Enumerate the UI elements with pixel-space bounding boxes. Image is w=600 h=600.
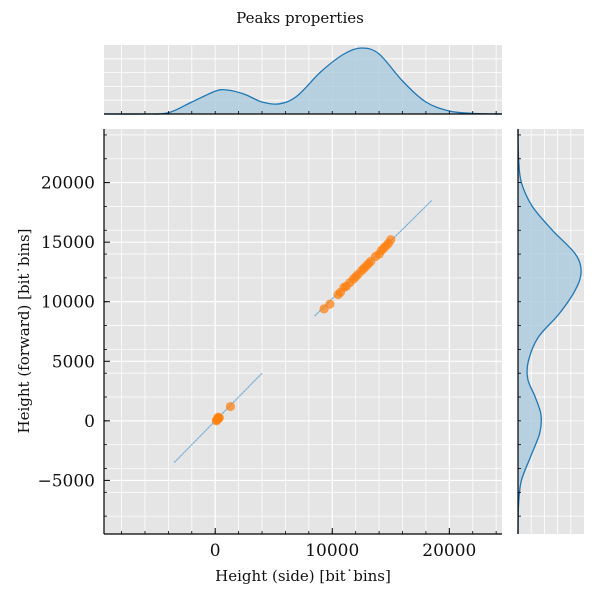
joint-ticks: 0 10000 20000 −5000 0 5000 10000 15000 20000 <box>37 134 497 561</box>
joint-spines <box>103 129 502 535</box>
y-tick-label: 10000 <box>41 293 95 313</box>
figure-title: Peaks properties <box>236 9 364 27</box>
y-tick-label: 20000 <box>41 174 95 194</box>
x-axis-label: Height (side) [bit˙bins] <box>215 567 391 585</box>
y-tick-label: −5000 <box>37 471 95 491</box>
top-marginal-kde-line <box>103 47 503 115</box>
right-marginal-kde-fill <box>518 129 582 534</box>
y-tick-label: 15000 <box>41 233 95 253</box>
x-tick-label: 0 <box>210 541 221 561</box>
joint-grid <box>104 129 502 534</box>
scatter-point <box>212 415 222 425</box>
top-marginal-kde-fill <box>104 48 502 115</box>
joint-panel-background <box>104 129 502 534</box>
top-marginal-panel <box>103 45 503 115</box>
x-tick-label: 10000 <box>305 541 359 561</box>
right-marginal-panel <box>517 128 584 535</box>
scatter-points <box>211 235 396 426</box>
y-axis-label: Height (forward) [bit˙bins] <box>15 229 33 434</box>
y-tick-label: 0 <box>84 412 95 432</box>
right-marginal-kde-line <box>517 128 582 535</box>
scatter-point <box>325 299 335 309</box>
joint-scatter-panel: 0 10000 20000 −5000 0 5000 10000 15000 20000 <box>37 129 502 561</box>
scatter-point <box>386 235 396 245</box>
x-tick-label: 20000 <box>422 541 476 561</box>
scatter-point <box>225 401 236 412</box>
y-tick-label: 5000 <box>52 352 95 372</box>
